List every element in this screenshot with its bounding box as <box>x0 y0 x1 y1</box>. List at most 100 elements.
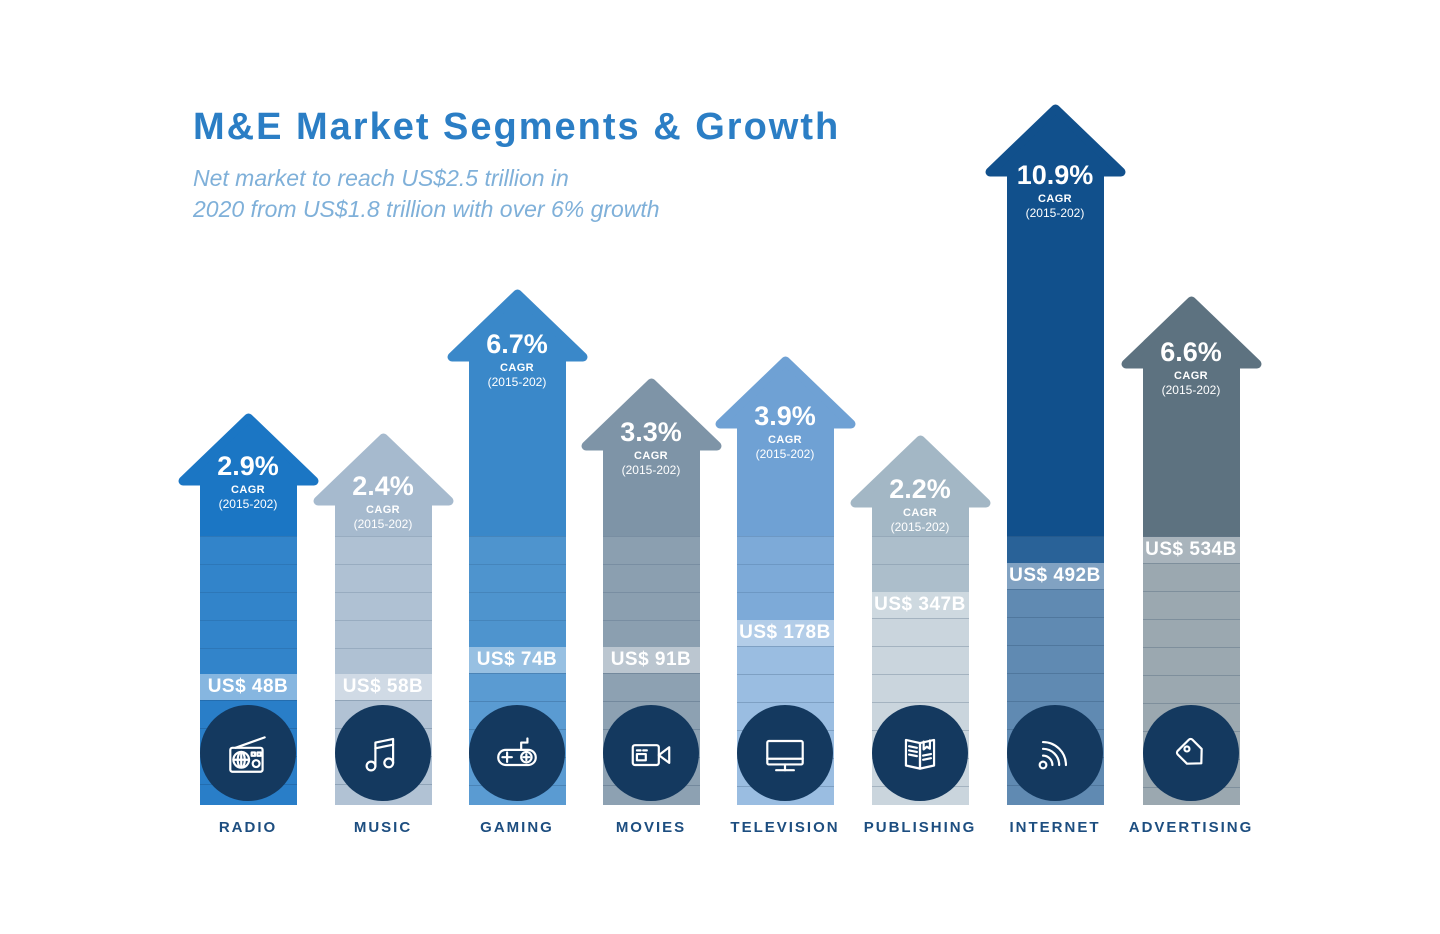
arrow-up-icon <box>1121 296 1261 369</box>
wifi-icon <box>1038 740 1068 770</box>
bar-solid-zone <box>736 426 834 536</box>
market-value-band: US$ 91B <box>602 647 700 673</box>
cagr-value: 2.4% <box>352 471 414 501</box>
tv-icon <box>766 739 804 772</box>
cagr-caption: CAGR <box>366 504 400 516</box>
market-value-band: US$ 347B <box>871 592 969 618</box>
arrow-up-icon <box>850 435 990 508</box>
gamepad-icon <box>497 737 537 767</box>
segment-label: GAMING <box>480 819 554 836</box>
cagr-value: 2.9% <box>217 451 279 481</box>
segment-icon-circle <box>872 705 968 801</box>
market-value-label: US$ 74B <box>476 649 558 670</box>
cagr-caption: CAGR <box>231 484 265 496</box>
segment-label: MUSIC <box>353 819 413 836</box>
chart-subtitle-line1: Net market to reach US$2.5 trillion in <box>193 165 569 191</box>
cagr-callout: 3.3% CAGR (2015-202) <box>581 418 721 477</box>
segment-label: INTERNET <box>1009 819 1101 836</box>
bar-solid-zone <box>871 505 969 536</box>
cagr-value: 6.7% <box>486 329 548 359</box>
market-value-label: US$ 48B <box>207 676 289 697</box>
market-value-label: US$ 492B <box>1009 565 1101 586</box>
cagr-period: (2015-202) <box>755 447 815 461</box>
chart-title: M&E Market Segments & Growth <box>193 106 841 148</box>
bar-solid-zone <box>1006 174 1104 536</box>
cagr-caption: CAGR <box>1174 370 1208 382</box>
market-value-band: US$ 74B <box>468 647 566 673</box>
market-value-label: US$ 58B <box>342 676 424 697</box>
segment-label: MOVIES <box>615 819 687 836</box>
video-camera-icon <box>631 744 671 767</box>
chart-header: M&E Market Segments & Growth Net market … <box>193 106 840 225</box>
segment-icon-circle <box>1007 705 1103 801</box>
segment-icon-circle <box>1143 705 1239 801</box>
bar-striped-zone <box>334 536 432 674</box>
bar-solid-zone <box>334 503 432 536</box>
market-value-band: US$ 178B <box>736 620 834 646</box>
arrow-up-icon <box>985 104 1125 177</box>
cagr-callout: 3.9% CAGR (2015-202) <box>715 402 855 461</box>
bar-striped-zone <box>602 536 700 647</box>
bar-striped-zone <box>1142 536 1240 537</box>
price-tag-icon <box>1175 737 1203 765</box>
cagr-period: (2015-202) <box>487 375 547 389</box>
segment-label: RADIO <box>218 819 278 836</box>
cagr-caption: CAGR <box>903 507 937 519</box>
arrow-up-icon <box>178 413 318 486</box>
bar-solid-zone <box>468 359 566 536</box>
arrow-up-icon <box>313 433 453 506</box>
cagr-period: (2015-202) <box>1025 206 1085 220</box>
arrow-up-icon <box>447 289 587 362</box>
cagr-caption: CAGR <box>634 450 668 462</box>
segment-label: ADVERTISING <box>1128 819 1254 836</box>
cagr-period: (2015-202) <box>353 517 413 531</box>
chart-subtitle: Net market to reach US$2.5 trillion in 2… <box>193 163 840 225</box>
music-note-icon <box>365 737 395 772</box>
cagr-callout: 2.4% CAGR (2015-202) <box>313 472 453 531</box>
market-value-band: US$ 58B <box>334 674 432 700</box>
cagr-period: (2015-202) <box>890 520 950 534</box>
cagr-callout: 2.2% CAGR (2015-202) <box>850 475 990 534</box>
cagr-callout: 2.9% CAGR (2015-202) <box>178 452 318 511</box>
arrow-up-icon <box>715 356 855 429</box>
open-book-icon <box>904 738 936 770</box>
segment-label: PUBLISHING <box>863 819 977 836</box>
arrow-up-icon <box>581 378 721 451</box>
bar-solid-zone <box>602 448 700 536</box>
cagr-period: (2015-202) <box>621 463 681 477</box>
market-value-band: US$ 48B <box>199 674 297 700</box>
segment-icon-circle <box>200 705 296 801</box>
segment-icon-circle <box>469 705 565 801</box>
market-value-label: US$ 347B <box>874 594 966 615</box>
cagr-callout: 6.6% CAGR (2015-202) <box>1121 338 1261 397</box>
bar-striped-zone <box>199 536 297 674</box>
bar-striped-zone <box>1006 536 1104 563</box>
cagr-period: (2015-202) <box>218 497 278 511</box>
cagr-caption: CAGR <box>500 362 534 374</box>
segment-icon-circle <box>603 705 699 801</box>
radio-icon <box>229 736 266 773</box>
chart-subtitle-line2: 2020 from US$1.8 trillion with over 6% g… <box>193 196 660 222</box>
segment-icon-circle <box>737 705 833 801</box>
market-value-label: US$ 91B <box>610 649 692 670</box>
cagr-value: 6.6% <box>1160 337 1222 367</box>
bar-solid-zone <box>199 483 297 536</box>
segment-label: TELEVISION <box>730 819 840 836</box>
cagr-value: 2.2% <box>889 474 951 504</box>
cagr-period: (2015-202) <box>1161 383 1221 397</box>
bar-striped-zone <box>736 536 834 620</box>
cagr-caption: CAGR <box>1038 193 1072 205</box>
market-value-band: US$ 492B <box>1006 563 1104 589</box>
market-value-label: US$ 534B <box>1145 539 1237 560</box>
bar-striped-zone <box>871 536 969 592</box>
cagr-callout: 6.7% CAGR (2015-202) <box>447 330 587 389</box>
cagr-callout: 10.9% CAGR (2015-202) <box>985 161 1125 220</box>
bar-solid-zone <box>1142 366 1240 536</box>
segment-icon-circle <box>335 705 431 801</box>
cagr-value: 3.9% <box>754 401 816 431</box>
market-value-band: US$ 534B <box>1142 537 1240 563</box>
bar-striped-zone <box>468 536 566 647</box>
cagr-caption: CAGR <box>768 434 802 446</box>
cagr-value: 10.9% <box>1016 160 1094 190</box>
